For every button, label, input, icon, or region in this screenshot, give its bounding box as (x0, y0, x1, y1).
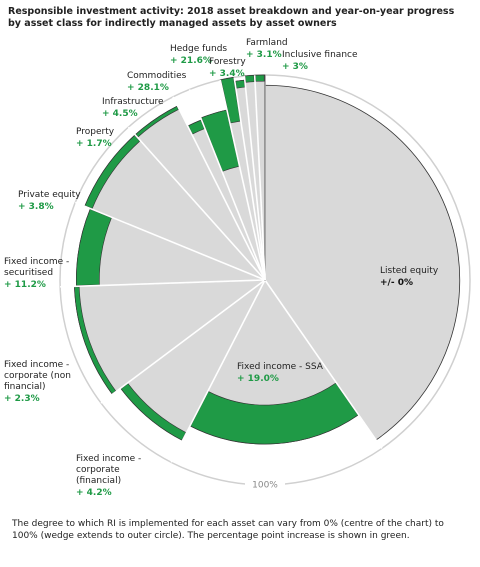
wedge-gap (127, 126, 266, 281)
change-label: +/- 0% (380, 278, 413, 288)
category-label-group: Commodities + 28.1% (127, 71, 197, 94)
wedge-gap (188, 89, 266, 281)
category-label: Hedge funds (170, 44, 228, 54)
increase-band (255, 74, 265, 82)
category-label-group: Fixed income - SSA + 19.0% (237, 362, 337, 385)
chart-note: The degree to which RI is implemented fo… (12, 519, 444, 541)
change-label: + 4.2% (76, 488, 112, 498)
change-label: + 21.6% (170, 56, 212, 66)
wedge-gap (170, 279, 266, 463)
wedge-gap (219, 79, 266, 281)
category-label: Forestry (209, 57, 246, 67)
category-label-group: Property + 1.7% (76, 127, 136, 150)
wedge (264, 84, 461, 441)
wedge-gap (264, 279, 383, 449)
category-label: Inclusive finance (282, 50, 358, 60)
category-label-group: Fixed income - securitised + 11.2% (4, 257, 76, 291)
change-label: + 1.7% (76, 139, 112, 149)
wedge-gap (74, 201, 266, 281)
category-label-group: Infrastructure + 4.5% (102, 97, 172, 120)
change-label: + 3.4% (209, 69, 245, 79)
change-label: + 3% (282, 62, 308, 72)
category-label: Farmland (246, 38, 288, 48)
change-label: + 19.0% (237, 374, 279, 384)
change-label: + 2.3% (4, 394, 40, 404)
category-label: Fixed income - SSA (237, 362, 323, 372)
wedge-gap (60, 279, 266, 288)
category-label: Private equity (18, 190, 81, 200)
change-label: + 28.1% (127, 83, 169, 93)
category-label: Listed equity (380, 266, 439, 276)
wedge-gap (243, 75, 266, 281)
category-label: Commodities (127, 71, 187, 81)
category-label-group: Inclusive finance + 3% (282, 50, 362, 73)
wedge-gap (100, 279, 266, 404)
wedge-gap (253, 75, 266, 281)
change-label: + 3.1% (246, 50, 282, 60)
category-label-group: Forestry + 3.4% (209, 57, 259, 80)
category-label: Fixed income - corporate (non financial) (4, 360, 71, 392)
category-label-group: Listed equity +/- 0% (380, 266, 460, 289)
category-label-group: Fixed income - corporate (non financial)… (4, 360, 79, 405)
category-label-group: Hedge funds + 21.6% (170, 44, 230, 67)
category-label: Property (76, 127, 115, 137)
category-label-group: Private equity + 3.8% (18, 190, 88, 213)
category-label-group: Farmland + 3.1% (246, 38, 296, 61)
wedge-gap (233, 77, 266, 281)
category-label: Fixed income - corporate (financial) (76, 454, 142, 486)
change-label: + 11.2% (4, 280, 46, 290)
chart-title: Responsible investment activity: 2018 as… (8, 6, 455, 29)
category-label: Infrastructure (102, 97, 164, 107)
wedge-gap (172, 96, 266, 281)
category-label-group: Fixed income - corporate (financial) + 4.… (76, 454, 151, 499)
outer-label-bg (245, 477, 285, 491)
category-label: Fixed income - securitised (4, 257, 70, 278)
increase-band (235, 79, 246, 89)
change-label: + 3.8% (18, 202, 54, 212)
change-label: + 4.5% (102, 109, 138, 119)
outer-label: 100% (252, 481, 278, 491)
